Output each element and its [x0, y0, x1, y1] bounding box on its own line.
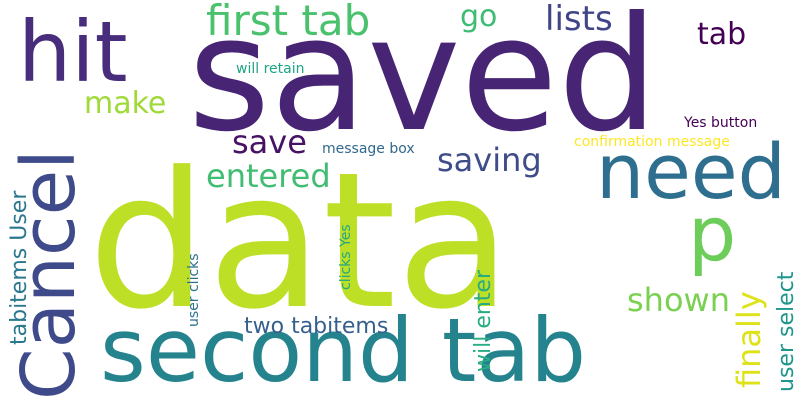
word-entered: entered: [206, 157, 331, 195]
word-first-tab: first tab: [206, 0, 371, 45]
word-save: save: [232, 123, 307, 161]
word-hit: hit: [18, 3, 128, 101]
word-message-box: message box: [322, 141, 415, 157]
word-saving: saving: [437, 141, 542, 179]
word-make: make: [84, 86, 167, 121]
word-second-tab: second tab: [100, 299, 587, 400]
word-data: data: [88, 132, 512, 351]
word-clicks-yes: clicks Yes: [338, 224, 354, 290]
word-user-select: user select: [774, 271, 799, 392]
word-yes-button: Yes button: [684, 115, 758, 131]
word-confirmation-message: confirmation message: [574, 134, 730, 150]
word-will-enter: will enter: [471, 269, 496, 372]
word-lists: lists: [545, 0, 613, 39]
word-finally: finally: [730, 291, 768, 388]
word-shown: shown: [627, 281, 730, 319]
word-saved: saved: [188, 0, 659, 167]
word-two-tabitems: two tabitems: [244, 314, 389, 339]
word-go: go: [460, 0, 498, 34]
word-need: need: [596, 127, 786, 216]
word-tab: tab: [697, 17, 747, 52]
word-user-clicks: user clicks: [186, 253, 202, 327]
word-p: p: [688, 189, 737, 278]
word-tabitems-user: tabitems User: [7, 190, 32, 345]
word-will-retain: will retain: [236, 61, 305, 77]
